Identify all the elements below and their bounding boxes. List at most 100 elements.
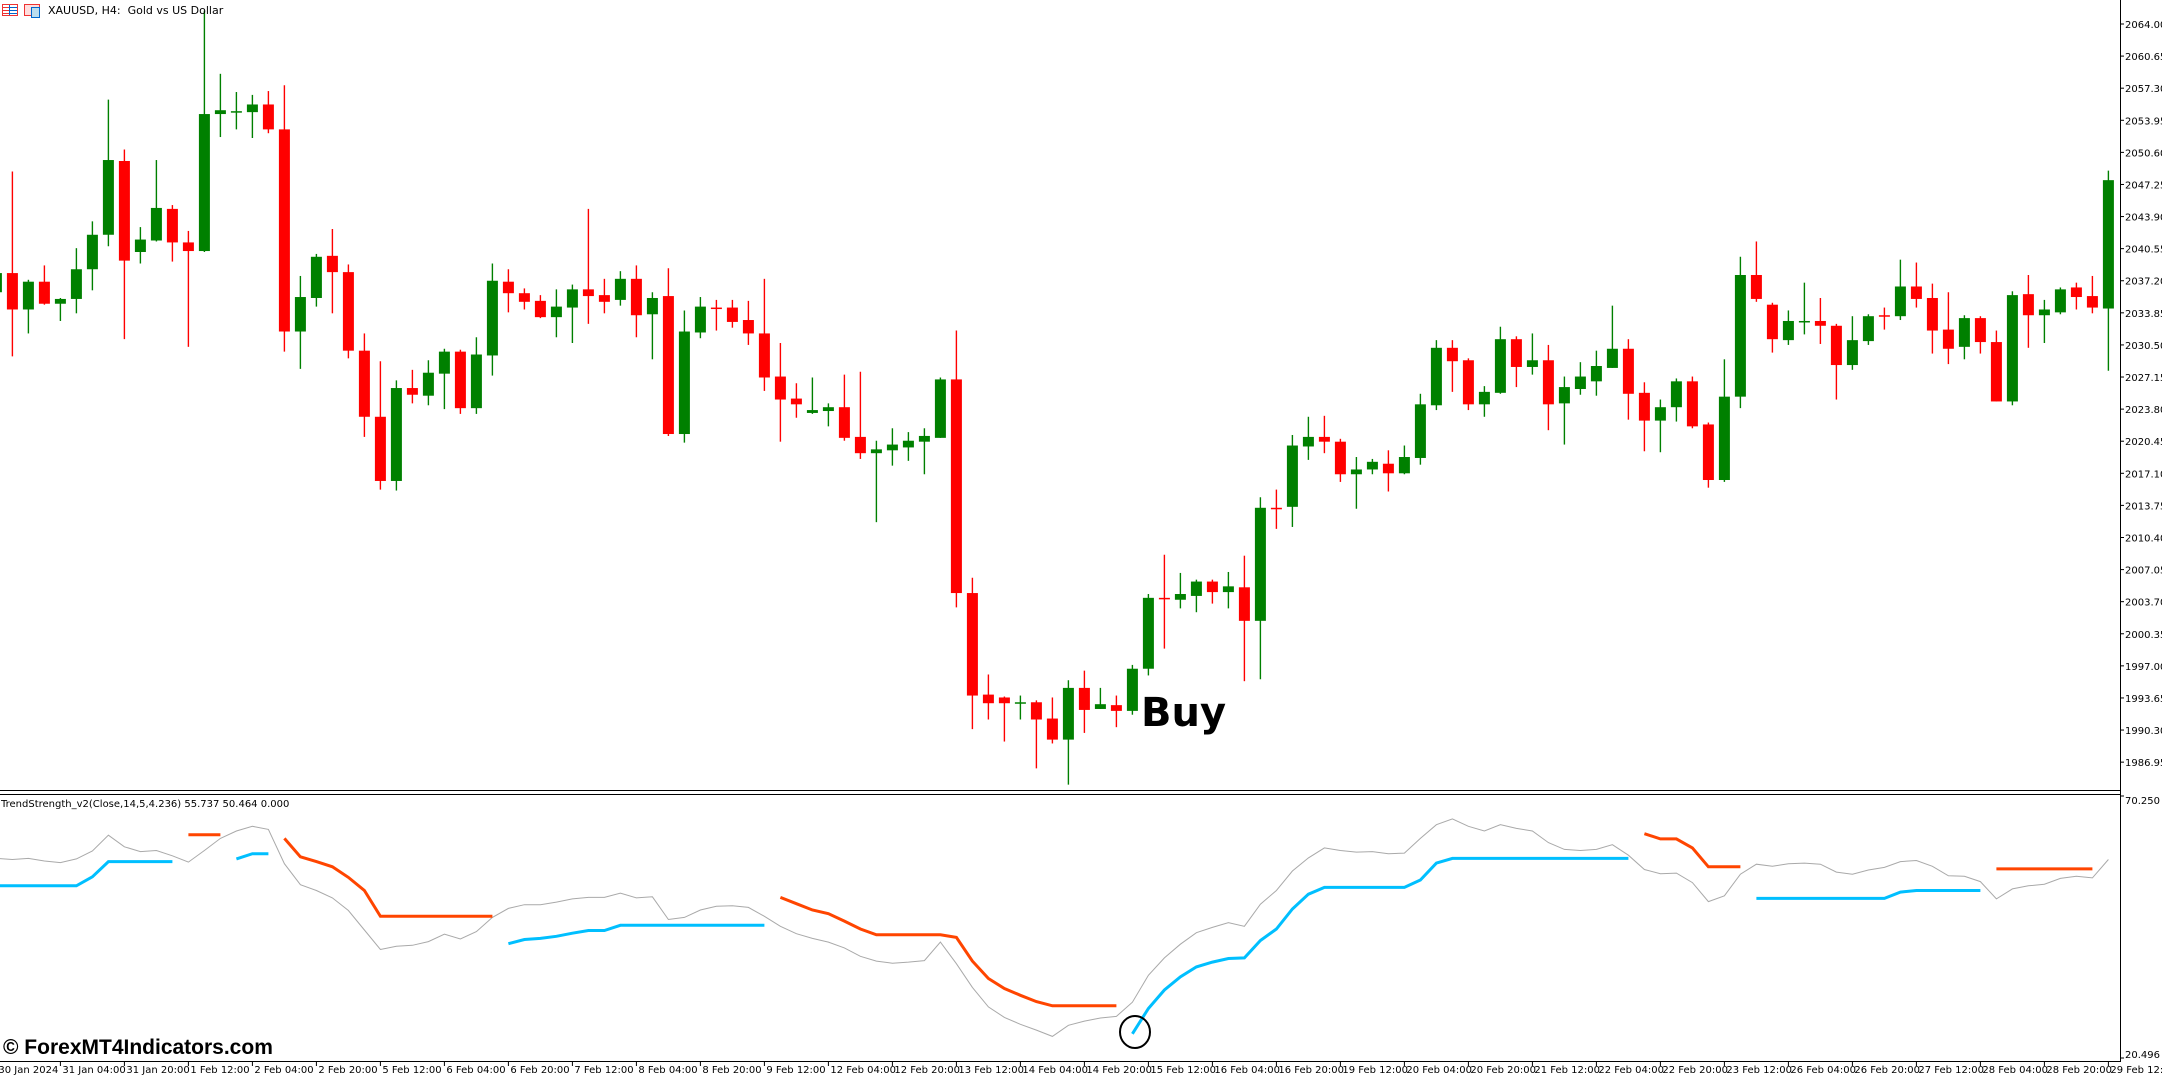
candle-body xyxy=(6,273,18,310)
candle xyxy=(1846,316,1858,370)
time-tick-label: 8 Feb 04:00 xyxy=(638,1065,697,1076)
candle-body xyxy=(102,160,114,235)
candle xyxy=(934,377,946,438)
candle-body xyxy=(982,694,994,704)
trend-down-line-segment xyxy=(1643,832,1741,869)
candle xyxy=(1206,579,1218,604)
candle xyxy=(486,263,498,376)
candle-body xyxy=(1142,597,1154,669)
candle-body xyxy=(486,280,498,356)
candle xyxy=(102,99,114,247)
chart-window-icon[interactable] xyxy=(24,4,40,18)
candle-body xyxy=(22,281,34,310)
candle xyxy=(902,432,914,461)
candle-body xyxy=(934,379,946,438)
candle xyxy=(1478,386,1490,417)
time-tick-label: 15 Feb 12:00 xyxy=(1150,1065,1216,1076)
candle xyxy=(886,428,898,466)
time-tick-label: 1 Feb 12:00 xyxy=(190,1065,249,1076)
candle xyxy=(598,278,610,314)
candle xyxy=(1894,259,1906,321)
candle-body xyxy=(1478,391,1490,405)
candle xyxy=(1158,554,1170,649)
candlestick-series xyxy=(0,10,2114,785)
candle-body xyxy=(2086,296,2098,308)
candle-body xyxy=(198,114,210,252)
time-tick-label: 22 Feb 04:00 xyxy=(1598,1065,1664,1076)
candle xyxy=(630,265,642,338)
candle-body xyxy=(774,376,786,400)
candle xyxy=(214,73,226,138)
time-tick-label: 6 Feb 20:00 xyxy=(510,1065,569,1076)
candle-body xyxy=(1590,366,1602,382)
indicator-axis-ticks: 70.250 20.496 xyxy=(2120,795,2160,1061)
candle-body xyxy=(614,278,626,300)
price-tick-label: 2064.00 xyxy=(2125,20,2162,31)
trend-up-line-segment xyxy=(1131,856,1629,1035)
candle-body xyxy=(1398,457,1410,474)
time-tick-label: 26 Feb 20:00 xyxy=(1854,1065,1920,1076)
candle-body xyxy=(854,436,866,454)
candle-body xyxy=(422,372,434,396)
candle xyxy=(1606,305,1618,368)
candle-body xyxy=(1382,463,1394,474)
time-tick-label: 6 Feb 04:00 xyxy=(446,1065,505,1076)
candle xyxy=(710,299,722,331)
trend-up-line-segment xyxy=(235,852,269,861)
candle xyxy=(838,374,850,441)
candle xyxy=(2022,274,2034,348)
time-tick-label: 29 Feb 12:00 xyxy=(2110,1065,2162,1076)
price-tick-label: 2007.05 xyxy=(2125,566,2162,577)
time-tick-label: 9 Feb 12:00 xyxy=(766,1065,825,1076)
candle xyxy=(1046,697,1058,744)
candle-body xyxy=(1270,507,1282,510)
candle xyxy=(1574,362,1586,395)
candle-body xyxy=(1734,274,1746,397)
candle xyxy=(1190,579,1202,613)
list-icon[interactable] xyxy=(2,4,18,16)
candle-body xyxy=(1126,668,1138,711)
candle xyxy=(758,278,770,391)
candle-body xyxy=(1750,274,1762,299)
candle-body xyxy=(822,407,834,412)
candle-body xyxy=(1606,348,1618,368)
candle xyxy=(918,428,930,475)
price-tick-label: 1993.65 xyxy=(2125,694,2162,705)
candle xyxy=(1414,393,1426,465)
candle-body xyxy=(2006,295,2018,402)
candle xyxy=(1670,378,1682,422)
candle xyxy=(390,380,402,491)
price-tick-label: 2017.10 xyxy=(2125,469,2162,480)
candle-body xyxy=(1254,507,1266,621)
candle xyxy=(790,383,802,418)
candle xyxy=(2054,287,2066,315)
buy-signal-label: Buy xyxy=(1141,690,1227,736)
candle xyxy=(198,10,210,253)
candle-body xyxy=(1046,718,1058,740)
candle xyxy=(6,171,18,357)
candle-body xyxy=(1910,286,1922,299)
time-tick-label: 31 Jan 04:00 xyxy=(62,1065,125,1076)
candle-body xyxy=(678,331,690,435)
candle-body xyxy=(1158,597,1170,600)
time-tick-label: 31 Jan 20:00 xyxy=(126,1065,189,1076)
candle-body xyxy=(2070,287,2082,298)
candle xyxy=(726,299,738,328)
axes xyxy=(0,0,2121,1062)
time-tick-label: 5 Feb 12:00 xyxy=(382,1065,441,1076)
candle-body xyxy=(694,306,706,333)
candle-body xyxy=(262,104,274,130)
candle-body xyxy=(134,239,146,253)
time-tick-label: 20 Feb 04:00 xyxy=(1406,1065,1472,1076)
time-tick-label: 16 Feb 04:00 xyxy=(1214,1065,1280,1076)
candle-body xyxy=(1030,702,1042,720)
candle xyxy=(2038,299,2050,344)
candle-body xyxy=(1110,705,1122,711)
candle xyxy=(1238,555,1250,682)
candle-body xyxy=(374,416,386,481)
candle xyxy=(1382,450,1394,492)
candle-body xyxy=(118,160,130,261)
price-tick-label: 2037.20 xyxy=(2125,277,2162,288)
candle xyxy=(1542,344,1554,431)
